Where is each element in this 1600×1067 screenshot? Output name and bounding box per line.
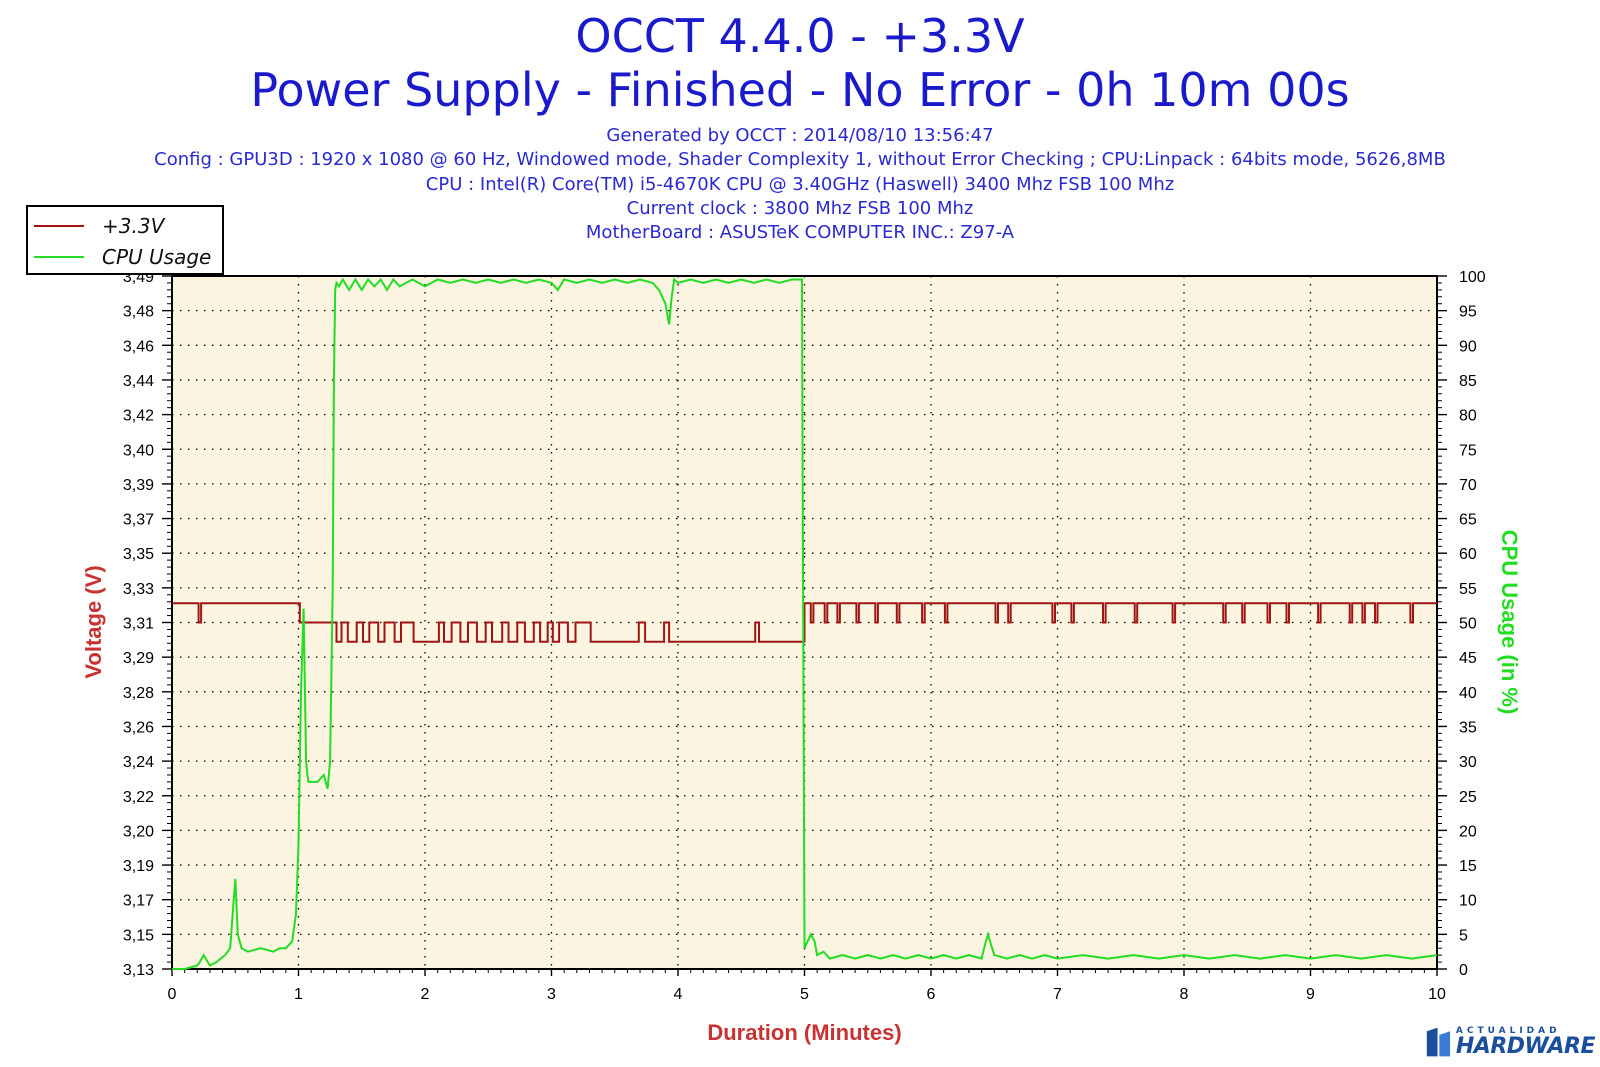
cpu-info: CPU : Intel(R) Core(TM) i5-4670K CPU @ 3… <box>425 174 1175 195</box>
series-line-cpu-usage <box>172 277 1438 970</box>
y2-axis-title: CPU Usage (in %) <box>1497 530 1522 715</box>
y-axis-title: Voltage (V) <box>81 565 106 678</box>
y2-tick-label: 45 <box>1459 650 1477 667</box>
y-tick-label: 3,24 <box>123 754 154 771</box>
y-tick-label: 3,29 <box>123 650 154 667</box>
y2-tick-label: 75 <box>1459 442 1477 459</box>
y-tick-label: 3,37 <box>123 512 154 529</box>
x-tick-label: 4 <box>674 986 683 1003</box>
y2-tick-label: 85 <box>1459 373 1477 390</box>
clock-info: Current clock : 3800 Mhz FSB 100 Mhz <box>626 198 974 219</box>
legend-label-voltage: +3.3V <box>102 214 165 238</box>
y-tick-label: 3,19 <box>123 858 154 875</box>
logo-top-text: ACTUALIDAD <box>1455 1025 1561 1036</box>
y2-tick-label: 10 <box>1459 893 1477 910</box>
y-tick-label: 3,48 <box>123 304 154 321</box>
y2-tick-label: 0 <box>1459 962 1468 979</box>
legend-swatch-cpu <box>34 256 84 258</box>
x-tick-label: 0 <box>168 986 177 1003</box>
x-tick-label: 2 <box>421 986 430 1003</box>
legend-item-voltage: +3.3V <box>34 212 164 240</box>
config-info: Config : GPU3D : 1920 x 1080 @ 60 Hz, Wi… <box>154 149 1446 170</box>
y-tick-label: 3,20 <box>123 823 154 840</box>
y-tick-label: 3,26 <box>123 719 154 736</box>
y-tick-label: 3,22 <box>123 789 154 806</box>
y-tick-label: 3,17 <box>123 893 154 910</box>
y2-tick-label: 100 <box>1459 269 1486 286</box>
y2-tick-label: 25 <box>1459 789 1477 806</box>
chart-title: OCCT 4.4.0 - +3.3V <box>575 9 1025 63</box>
x-tick-label: 8 <box>1180 986 1189 1003</box>
y2-tick-label: 95 <box>1459 304 1477 321</box>
generated-info: Generated by OCCT : 2014/08/10 13:56:47 <box>606 125 994 146</box>
actualidad-hardware-logo: ACTUALIDAD HARDWARE <box>1425 1022 1596 1062</box>
y2-tick-label: 65 <box>1459 512 1477 529</box>
y-tick-label: 3,31 <box>123 616 154 633</box>
motherboard-info: MotherBoard : ASUSTeK COMPUTER INC.: Z97… <box>585 222 1015 243</box>
y-tick-label: 3,46 <box>123 338 154 355</box>
y2-tick-label: 50 <box>1459 616 1477 633</box>
y-tick-label: 3,39 <box>123 477 154 494</box>
y-tick-label: 3,42 <box>123 408 154 425</box>
chart-legend: +3.3V CPU Usage <box>26 205 224 275</box>
y2-tick-label: 35 <box>1459 719 1477 736</box>
y-tick-label: 3,33 <box>123 581 154 598</box>
y2-tick-label: 55 <box>1459 581 1477 598</box>
y2-tick-label: 70 <box>1459 477 1477 494</box>
legend-label-cpu: CPU Usage <box>102 245 212 269</box>
y-tick-label: 3,35 <box>123 546 154 563</box>
x-tick-label: 7 <box>1053 986 1062 1003</box>
logo-mark-icon <box>1426 1027 1451 1057</box>
y-tick-label: 3,44 <box>123 373 154 390</box>
y2-tick-label: 20 <box>1459 823 1477 840</box>
y-tick-label: 3,13 <box>123 962 154 979</box>
x-tick-label: 6 <box>927 986 936 1003</box>
x-tick-label: 1 <box>294 986 303 1003</box>
logo-bottom-text: HARDWARE <box>1455 1033 1596 1059</box>
y2-tick-label: 15 <box>1459 858 1477 875</box>
y2-tick-label: 5 <box>1459 927 1468 944</box>
plot-border <box>171 275 1438 970</box>
y-tick-label: 3,15 <box>123 927 154 944</box>
y2-tick-label: 60 <box>1459 546 1477 563</box>
y2-tick-label: 90 <box>1459 338 1477 355</box>
series-line-voltage <box>172 602 1437 643</box>
y-tick-label: 3,28 <box>123 685 154 702</box>
legend-item-cpu: CPU Usage <box>34 243 211 271</box>
y2-tick-label: 80 <box>1459 408 1477 425</box>
x-tick-label: 9 <box>1306 986 1315 1003</box>
y2-tick-label: 40 <box>1459 685 1477 702</box>
x-tick-label: 3 <box>547 986 556 1003</box>
x-axis-title: Duration (Minutes) <box>707 1020 901 1045</box>
y2-tick-label: 30 <box>1459 754 1477 771</box>
x-tick-label: 10 <box>1428 986 1446 1003</box>
y-tick-label: 3,40 <box>123 442 154 459</box>
chart-subtitle: Power Supply - Finished - No Error - 0h … <box>250 63 1350 117</box>
x-tick-label: 5 <box>800 986 809 1003</box>
legend-swatch-voltage <box>34 225 84 227</box>
